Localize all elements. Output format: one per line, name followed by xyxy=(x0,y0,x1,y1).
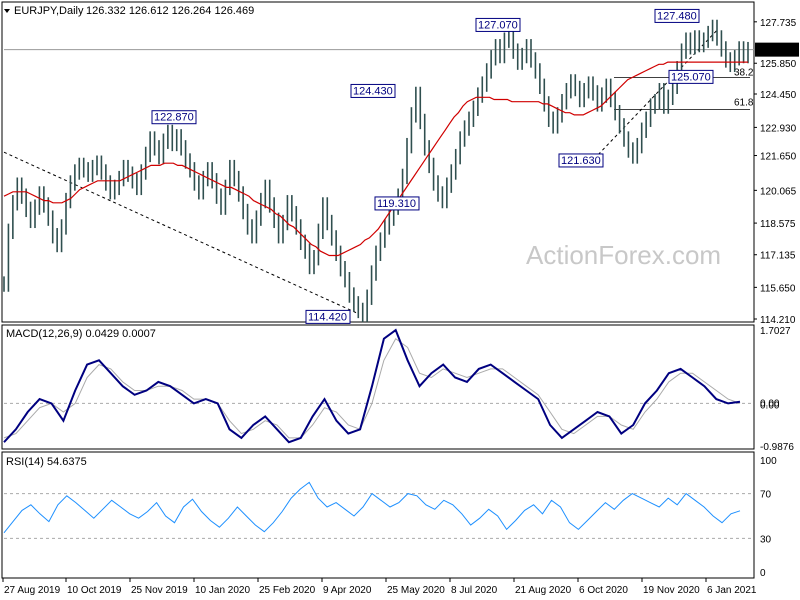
macd-tick-label: 0.00 xyxy=(760,400,780,411)
rsi-series xyxy=(3,481,741,534)
price-tick-label: 117.135 xyxy=(760,251,796,262)
price-annotations: 122.870 114.420 119.310 124.430 127.070 121.6… xyxy=(151,8,714,324)
price-tick-label: 114.210 xyxy=(760,315,796,326)
x-tick-label: 19 Nov 2020 xyxy=(643,585,700,596)
x-tick-label: 27 Aug 2019 xyxy=(4,585,61,596)
signal-line xyxy=(3,337,741,439)
x-tick-label: 8 Jul 2020 xyxy=(451,585,498,596)
x-tick-label: 6 Oct 2020 xyxy=(579,585,628,596)
macd-tick-label: 0.00 xyxy=(760,398,780,409)
rsi-y-axis: 100 70 30 0 xyxy=(4,456,777,579)
x-tick-label: 25 May 2020 xyxy=(387,585,445,596)
price-annotation-box xyxy=(350,83,396,98)
price-tick-label: 120.065 xyxy=(760,186,797,197)
x-axis: 27 Aug 2019 10 Oct 2019 25 Nov 2019 10 Jan … xyxy=(2,578,757,596)
x-tick-label: 25 Feb 2020 xyxy=(259,585,316,596)
macd-tick-label: -0.9876 xyxy=(760,442,794,453)
symbol-dropdown-icon[interactable] xyxy=(4,9,10,13)
macd-tick-label: 1.7027 xyxy=(760,326,791,337)
price-tick-label: 124.450 xyxy=(760,90,797,101)
fib-382-label: 38.2 xyxy=(734,68,754,79)
x-tick-label: 10 Oct 2019 xyxy=(67,585,122,596)
price-annotation: 124.430 xyxy=(353,85,393,97)
x-tick-label: 9 Apr 2020 xyxy=(323,585,372,596)
price-annotation: 125.070 xyxy=(671,71,711,83)
up-trendline xyxy=(589,28,719,164)
rsi-tick-label: 0 xyxy=(760,568,766,579)
price-annotation-box xyxy=(668,69,714,84)
symbol-label: EURJPY,Daily xyxy=(14,5,84,17)
rsi-tick-label: 100 xyxy=(760,456,777,467)
rsi-line xyxy=(3,481,741,534)
sma-line xyxy=(3,61,748,257)
x-tick-label: 6 Jan 2021 xyxy=(707,585,757,596)
price-annotation-box xyxy=(374,196,420,211)
price-annotation: 122.870 xyxy=(154,112,194,124)
rsi-tick-label: 70 xyxy=(760,490,772,501)
price-annotation-box xyxy=(151,110,197,125)
x-tick-label: 10 Jan 2020 xyxy=(195,585,250,596)
down-trendline xyxy=(3,151,357,314)
watermark: ActionForex.com xyxy=(526,240,721,270)
price-tick-label: 122.930 xyxy=(760,123,797,134)
price-annotation: 114.420 xyxy=(308,311,347,323)
price-panel xyxy=(1,1,755,323)
price-annotation: 127.070 xyxy=(478,19,518,31)
current-price-label: 126.469 xyxy=(758,46,795,57)
rsi-panel xyxy=(1,451,755,579)
price-tick-label: 121.650 xyxy=(760,152,797,163)
x-tick-label: 25 Nov 2019 xyxy=(131,585,188,596)
price-annotation-box xyxy=(305,309,351,324)
price-tick-label: 125.850 xyxy=(760,59,797,70)
macd-title: MACD(12,26,9) 0.0429 0.0007 xyxy=(6,328,156,340)
price-tick-label: 127.735 xyxy=(760,18,797,29)
macd-line xyxy=(3,328,741,444)
price-tick-label: 118.575 xyxy=(760,219,796,230)
fib-618-label: 61.8 xyxy=(734,97,754,108)
price-annotation: 119.310 xyxy=(377,198,416,210)
price-annotation: 127.480 xyxy=(657,10,697,22)
rsi-title: RSI(14) 54.6375 xyxy=(6,456,87,468)
price-tick-label: 115.650 xyxy=(760,283,796,294)
rsi-tick-label: 30 xyxy=(760,534,772,545)
macd-series xyxy=(3,328,741,444)
ohlc-values: 126.332 126.612 126.264 126.469 xyxy=(86,5,254,17)
price-annotation-box xyxy=(475,17,521,32)
current-price-box xyxy=(755,42,799,57)
sma-series xyxy=(3,61,748,257)
macd-panel xyxy=(1,324,755,450)
price-annotation-box xyxy=(558,153,604,168)
price-annotation-box xyxy=(654,8,700,23)
price-annotation: 121.630 xyxy=(561,155,601,167)
price-y-axis: 127.735 125.850 124.450 122.930 121.650 120.0… xyxy=(754,18,797,326)
x-tick-label: 21 Aug 2020 xyxy=(515,585,572,596)
